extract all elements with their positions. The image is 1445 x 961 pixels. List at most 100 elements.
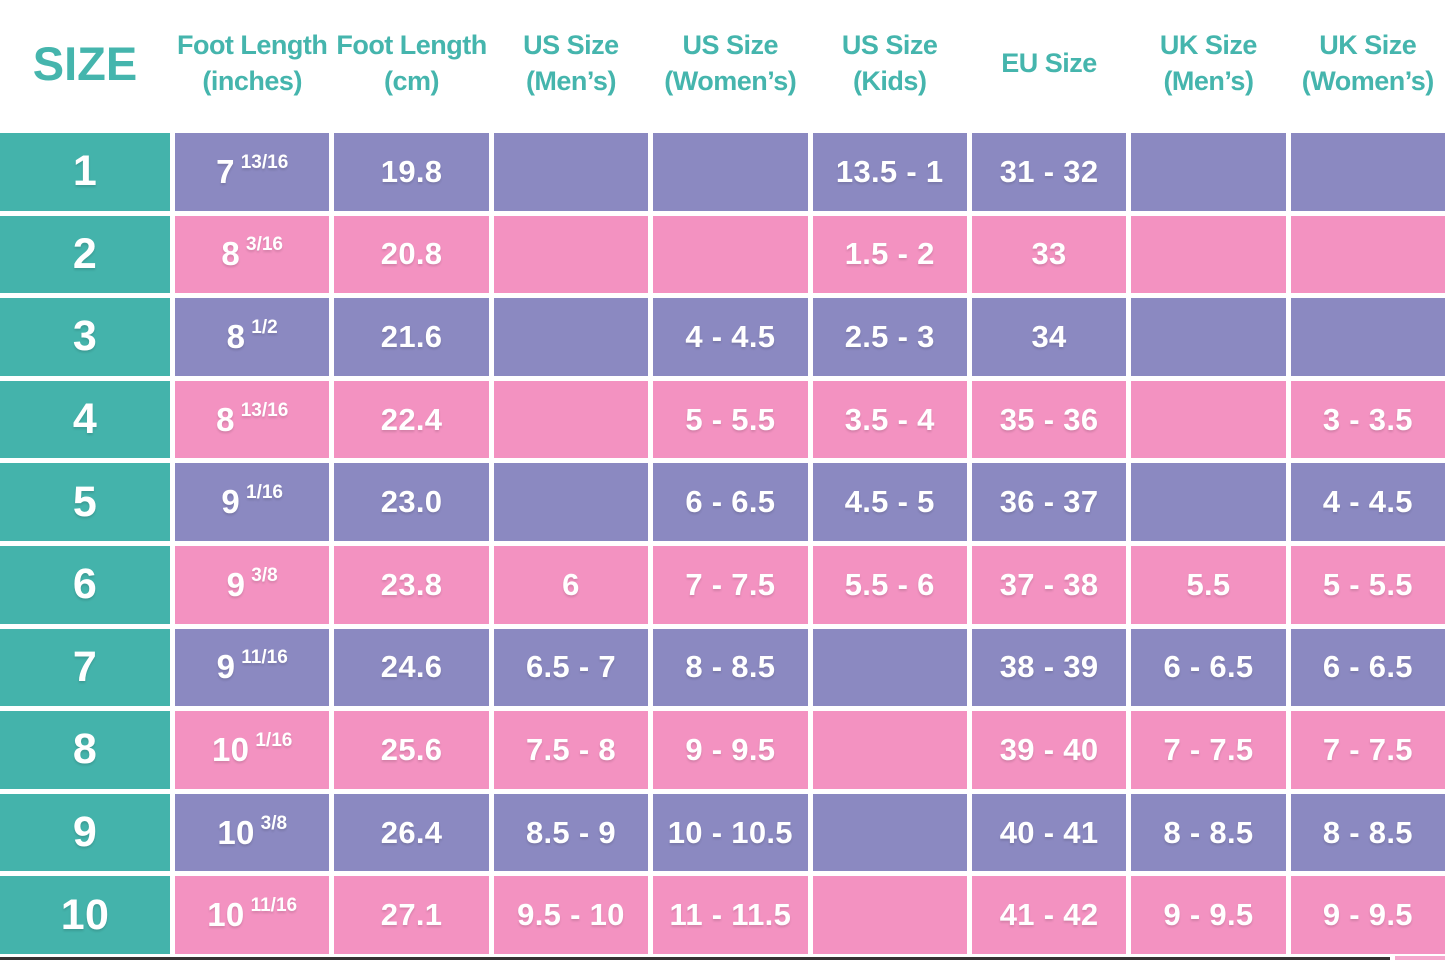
header-line1: US Size	[523, 30, 619, 61]
foot-length-cm-cell: 27.1	[334, 876, 489, 954]
us-womens-cell: 8 - 8.5	[653, 628, 808, 707]
us-womens-cell: 9 - 9.5	[653, 711, 808, 789]
header-line1: EU Size	[1001, 48, 1097, 79]
foot-length-cm-cell: 24.6	[334, 628, 489, 707]
header-line1: US Size	[841, 30, 938, 61]
header-line1: UK Size	[1319, 30, 1417, 61]
us-mens-cell: 6	[493, 545, 649, 624]
eu-size-cell: 34	[971, 298, 1127, 376]
inches-whole: 10	[217, 813, 255, 851]
inches-whole: 10	[207, 896, 245, 934]
size-cell: 6	[0, 545, 170, 624]
inches-fraction: 3/8	[260, 812, 288, 834]
us-kids-cell: 3.5 - 4	[812, 380, 967, 459]
header-line1: Foot Length	[336, 30, 487, 61]
foot-length-inches-cell: 8 1/2	[175, 298, 330, 376]
us-womens-cell: 5 - 5.5	[653, 380, 808, 459]
us-kids-cell: 1.5 - 2	[812, 215, 967, 294]
foot-length-inches-cell: 10 11/16	[175, 876, 330, 954]
us-kids-cell	[812, 711, 967, 789]
inches-whole: 9	[216, 648, 236, 686]
bottom-pink-sliver	[1395, 956, 1445, 960]
foot-length-inches-cell: 9 1/16	[175, 463, 330, 541]
header-line2: (inches)	[202, 66, 302, 96]
size-cell: 1	[0, 133, 170, 211]
us-kids-cell: 4.5 - 5	[812, 463, 967, 541]
header-line2: (Men’s)	[1163, 66, 1254, 96]
header-line2: (Women’s)	[664, 66, 797, 96]
inches-fraction: 13/16	[240, 151, 289, 173]
foot-length-cm-cell: 25.6	[334, 711, 489, 789]
uk-mens-cell	[1131, 215, 1286, 294]
foot-length-cm-cell: 19.8	[334, 133, 489, 211]
inches-whole: 8	[216, 400, 235, 438]
size-cell: 10	[0, 876, 170, 954]
size-cell: 3	[0, 298, 170, 376]
header-us-size-mens: US Size (Men’s)	[493, 0, 649, 128]
inches-whole: 9	[221, 483, 241, 521]
us-womens-cell: 6 - 6.5	[653, 463, 808, 541]
header-line2: (cm)	[384, 66, 440, 96]
size-cell: 5	[0, 463, 170, 541]
eu-size-cell: 39 - 40	[971, 711, 1127, 789]
us-mens-cell	[493, 298, 649, 376]
us-womens-cell: 7 - 7.5	[653, 545, 808, 624]
eu-size-cell: 37 - 38	[971, 545, 1127, 624]
foot-length-inches-cell: 7 13/16	[175, 133, 330, 211]
foot-length-cm-cell: 26.4	[334, 793, 489, 872]
foot-length-cm-cell: 20.8	[334, 215, 489, 294]
inches-fraction: 3/16	[246, 234, 283, 256]
header-foot-length-cm: Foot Length (cm)	[334, 0, 489, 128]
inches-whole: 8	[226, 317, 246, 355]
uk-womens-cell: 3 - 3.5	[1290, 380, 1445, 459]
header-size: SIZE	[0, 0, 170, 128]
uk-womens-cell: 4 - 4.5	[1290, 463, 1445, 541]
size-cell: 8	[0, 711, 170, 789]
eu-size-cell: 33	[971, 215, 1127, 294]
inches-whole: 7	[216, 152, 235, 190]
us-mens-cell: 7.5 - 8	[493, 711, 649, 789]
bottom-border-bar	[0, 957, 1390, 960]
inches-fraction: 11/16	[250, 895, 298, 917]
inches-whole: 8	[221, 235, 241, 273]
header-line1: UK Size	[1159, 30, 1258, 61]
foot-length-inches-cell: 9 3/8	[175, 545, 330, 624]
us-mens-cell: 8.5 - 9	[493, 793, 649, 872]
eu-size-cell: 36 - 37	[971, 463, 1127, 541]
us-kids-cell: 5.5 - 6	[812, 545, 967, 624]
header-us-size-kids: US Size (Kids)	[812, 0, 967, 128]
us-womens-cell: 10 - 10.5	[653, 793, 808, 872]
header-line2: (Men’s)	[525, 66, 617, 96]
uk-mens-cell	[1131, 298, 1286, 376]
inches-whole: 9	[226, 565, 246, 603]
inches-fraction: 1/16	[255, 729, 293, 751]
eu-size-cell: 40 - 41	[971, 793, 1127, 872]
size-cell: 9	[0, 793, 170, 872]
uk-womens-cell: 6 - 6.5	[1290, 628, 1445, 707]
inches-fraction: 3/8	[251, 564, 278, 586]
uk-mens-cell: 9 - 9.5	[1131, 876, 1286, 954]
uk-womens-cell	[1290, 215, 1445, 294]
header-foot-length-inches: Foot Length (inches)	[175, 0, 330, 128]
foot-length-inches-cell: 8 13/16	[175, 380, 330, 459]
header-line2: (Kids)	[852, 66, 927, 96]
uk-womens-cell: 7 - 7.5	[1290, 711, 1445, 789]
uk-womens-cell: 5 - 5.5	[1290, 545, 1445, 624]
header-eu-size: EU Size	[971, 0, 1127, 128]
us-kids-cell	[812, 876, 967, 954]
foot-length-inches-cell: 10 3/8	[175, 793, 330, 872]
size-cell: 4	[0, 380, 170, 459]
us-kids-cell: 2.5 - 3	[812, 298, 967, 376]
uk-mens-cell	[1131, 463, 1286, 541]
us-womens-cell: 4 - 4.5	[653, 298, 808, 376]
us-womens-cell	[653, 215, 808, 294]
inches-fraction: 1/2	[251, 316, 278, 338]
header-us-size-womens: US Size (Women’s)	[653, 0, 808, 128]
foot-length-cm-cell: 23.0	[334, 463, 489, 541]
inches-fraction: 13/16	[240, 399, 289, 421]
foot-length-inches-cell: 10 1/16	[175, 711, 330, 789]
uk-womens-cell	[1290, 298, 1445, 376]
uk-womens-cell: 9 - 9.5	[1290, 876, 1445, 954]
